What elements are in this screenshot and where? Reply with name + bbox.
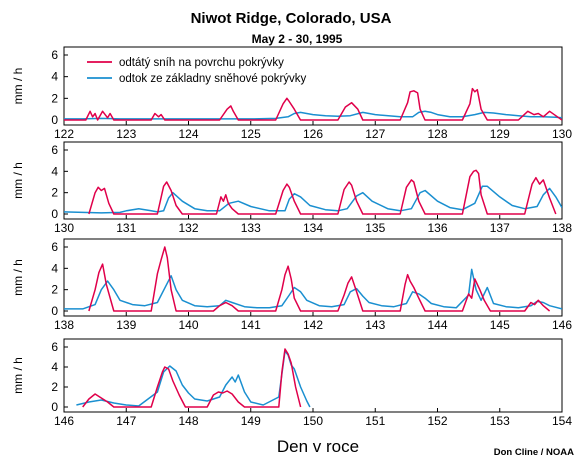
y-tick-label: 2 [51, 186, 58, 200]
x-tick-label: 141 [241, 318, 261, 332]
x-tick-label: 146 [54, 414, 74, 428]
x-tick-label: 127 [365, 127, 385, 141]
y-tick-label: 2 [51, 380, 58, 394]
x-tick-label: 137 [490, 221, 510, 235]
panel-frame [64, 142, 562, 219]
x-tick-label: 129 [490, 127, 510, 141]
chart-title: Niwot Ridge, Colorado, USA [191, 10, 392, 27]
x-tick-label: 130 [54, 221, 74, 235]
y-tick-label: 0 [51, 113, 58, 127]
x-tick-label: 125 [241, 127, 261, 141]
x-tick-label: 130 [552, 127, 572, 141]
y-tick-label: 4 [51, 164, 58, 178]
y-tick-label: 4 [51, 261, 58, 275]
y-tick-label: 2 [51, 91, 58, 105]
x-tick-label: 143 [365, 318, 385, 332]
x-tick-label: 147 [116, 414, 136, 428]
y-tick-label: 6 [51, 143, 58, 157]
x-tick-label: 140 [178, 318, 198, 332]
x-tick-label: 132 [178, 221, 198, 235]
legend-label-odtok: odtok ze základny sněhové pokrývky [119, 73, 307, 85]
x-tick-label: 131 [116, 221, 136, 235]
y-tick-label: 6 [51, 240, 58, 254]
x-tick-label: 126 [303, 127, 323, 141]
x-tick-label: 152 [427, 414, 447, 428]
x-tick-label: 138 [54, 318, 74, 332]
x-tick-label: 128 [427, 127, 447, 141]
y-tick-label: 6 [51, 340, 58, 354]
x-tick-label: 135 [365, 221, 385, 235]
y-axis-label: mm / h [11, 162, 25, 199]
x-tick-label: 145 [490, 318, 510, 332]
y-tick-label: 4 [51, 360, 58, 374]
x-axis-label: Den v roce [277, 437, 359, 456]
y-tick-label: 0 [51, 304, 58, 318]
x-tick-label: 136 [427, 221, 447, 235]
x-tick-label: 123 [116, 127, 136, 141]
x-tick-label: 150 [303, 414, 323, 428]
x-tick-label: 142 [303, 318, 323, 332]
panel-frame [64, 339, 562, 412]
y-tick-label: 0 [51, 400, 58, 414]
y-tick-label: 0 [51, 207, 58, 221]
y-axis-label: mm / h [11, 357, 25, 394]
chart-subtitle: May 2 - 30, 1995 [252, 32, 343, 46]
y-axis-label: mm / h [11, 259, 25, 296]
x-tick-label: 153 [490, 414, 510, 428]
x-tick-label: 134 [303, 221, 323, 235]
y-tick-label: 6 [51, 48, 58, 62]
y-tick-label: 2 [51, 283, 58, 297]
y-axis-label: mm / h [11, 68, 25, 105]
x-tick-label: 122 [54, 127, 74, 141]
x-tick-label: 154 [552, 414, 572, 428]
x-tick-label: 146 [552, 318, 572, 332]
x-tick-label: 148 [178, 414, 198, 428]
x-tick-label: 144 [427, 318, 447, 332]
x-tick-label: 133 [241, 221, 261, 235]
x-tick-label: 124 [178, 127, 198, 141]
x-tick-label: 139 [116, 318, 136, 332]
legend-label-odtaty: odtátý sníh na povrchu pokrývky [119, 57, 284, 69]
x-tick-label: 149 [241, 414, 261, 428]
y-tick-label: 4 [51, 70, 58, 84]
x-tick-label: 138 [552, 221, 572, 235]
credit-text: Don Cline / NOAA [494, 447, 574, 458]
x-tick-label: 151 [365, 414, 385, 428]
